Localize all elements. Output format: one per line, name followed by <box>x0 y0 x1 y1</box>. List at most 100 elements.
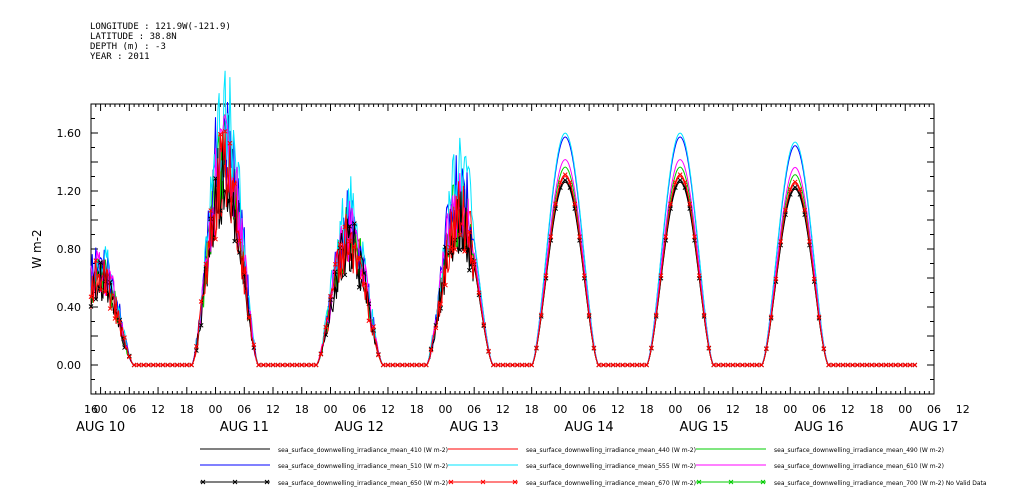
series-marker <box>749 362 755 368</box>
series-marker <box>692 234 697 239</box>
series-marker <box>907 362 913 368</box>
series-marker <box>720 362 726 368</box>
series-marker <box>778 239 784 244</box>
series-marker <box>529 362 535 368</box>
series-marker <box>304 362 309 368</box>
series-marker <box>850 362 855 368</box>
x-hour-label: 12 <box>611 403 625 416</box>
series-marker <box>232 181 238 187</box>
y-axis-label: W m-2 <box>30 229 44 268</box>
legend-label: sea_surface_downwelling_irradiance_mean_… <box>774 463 944 470</box>
series-marker <box>93 296 99 302</box>
series-marker <box>165 362 170 368</box>
depth-text: DEPTH (m) : -3 <box>90 42 166 52</box>
series-marker <box>615 362 621 368</box>
series-marker <box>352 244 357 250</box>
series-marker <box>471 258 477 264</box>
x-hour-label: 12 <box>726 403 740 416</box>
series-marker <box>562 172 568 177</box>
series-marker <box>237 238 242 244</box>
series-marker <box>706 345 712 351</box>
series-marker <box>352 221 357 227</box>
x-hour-label: 18 <box>870 403 884 416</box>
x-hour-label: 18 <box>755 403 769 416</box>
series-marker <box>773 276 779 282</box>
series-marker <box>869 362 875 368</box>
series-marker <box>261 362 266 368</box>
y-tick-label: 0.00 <box>57 359 82 372</box>
series-marker <box>840 362 846 368</box>
series-marker <box>347 238 353 244</box>
series-marker <box>653 312 659 318</box>
series-marker <box>490 362 496 368</box>
series-marker <box>347 223 353 229</box>
series-marker <box>548 234 554 239</box>
series-marker <box>802 207 808 213</box>
series-marker <box>787 186 793 192</box>
series-marker <box>605 362 611 368</box>
series-marker <box>246 315 252 321</box>
series-marker <box>644 362 649 368</box>
series-marker <box>505 362 511 368</box>
series-marker <box>874 362 879 368</box>
series-marker <box>687 201 693 207</box>
series-marker <box>495 362 501 368</box>
series-marker <box>462 249 467 254</box>
series-marker <box>855 362 860 368</box>
x-hour-label: 18 <box>525 403 539 416</box>
series-marker <box>227 140 233 146</box>
legend-label: sea_surface_downwelling_irradiance_mean_… <box>526 480 696 487</box>
series-marker <box>433 325 439 331</box>
series-marker <box>778 242 784 248</box>
series-marker <box>586 312 592 318</box>
legend-label: sea_surface_downwelling_irradiance_mean_… <box>278 463 448 470</box>
series-marker <box>912 362 918 368</box>
y-tick-label: 1.20 <box>57 185 82 198</box>
x-hour-label: 06 <box>812 403 826 416</box>
series-marker <box>103 289 108 295</box>
series-marker <box>179 362 185 368</box>
series-marker <box>399 362 405 368</box>
series-marker <box>208 208 214 213</box>
series-marker <box>591 345 597 351</box>
legend-marker <box>480 479 486 485</box>
series-marker <box>888 362 894 368</box>
year-text: YEAR : 2011 <box>90 52 150 62</box>
legend-label: sea_surface_downwelling_irradiance_mean_… <box>278 480 448 487</box>
series-marker <box>198 322 204 328</box>
series-marker <box>93 258 99 264</box>
metadata-block: LONGITUDE : 121.9W(-121.9) LATITUDE : 38… <box>90 22 231 62</box>
longitude-text: LONGITUDE : 121.9W(-121.9) <box>90 22 231 32</box>
x-hour-label: 12 <box>151 403 165 416</box>
series-marker <box>821 346 827 351</box>
x-date-label: AUG 16 <box>794 420 843 435</box>
x-hour-label: 06 <box>927 403 941 416</box>
series-marker <box>222 128 228 134</box>
series-marker <box>725 362 731 368</box>
y-tick-label: 1.60 <box>57 127 82 140</box>
series-marker <box>629 362 635 368</box>
series-marker <box>620 362 626 368</box>
x-hour-label: 12 <box>956 403 970 416</box>
series-marker <box>811 276 817 282</box>
series-marker <box>558 179 563 185</box>
series-marker <box>88 294 94 300</box>
series-marker <box>356 284 362 290</box>
series-marker <box>486 348 491 354</box>
series-marker <box>146 362 151 368</box>
series-marker <box>534 345 539 351</box>
series-marker <box>898 362 903 368</box>
legend-label: sea_surface_downwelling_irradiance_mean_… <box>526 463 696 470</box>
y-tick-label: 0.80 <box>57 243 82 256</box>
series-marker <box>452 247 458 252</box>
series-marker <box>759 362 764 368</box>
series-marker <box>136 362 142 368</box>
series-marker <box>658 273 664 278</box>
x-hour-label: 06 <box>122 403 136 416</box>
series-marker <box>141 362 147 368</box>
series-marker <box>366 318 372 324</box>
x-date-label: AUG 12 <box>335 420 384 435</box>
series-marker <box>553 201 558 207</box>
series-marker <box>610 362 616 368</box>
series-marker <box>864 362 870 368</box>
